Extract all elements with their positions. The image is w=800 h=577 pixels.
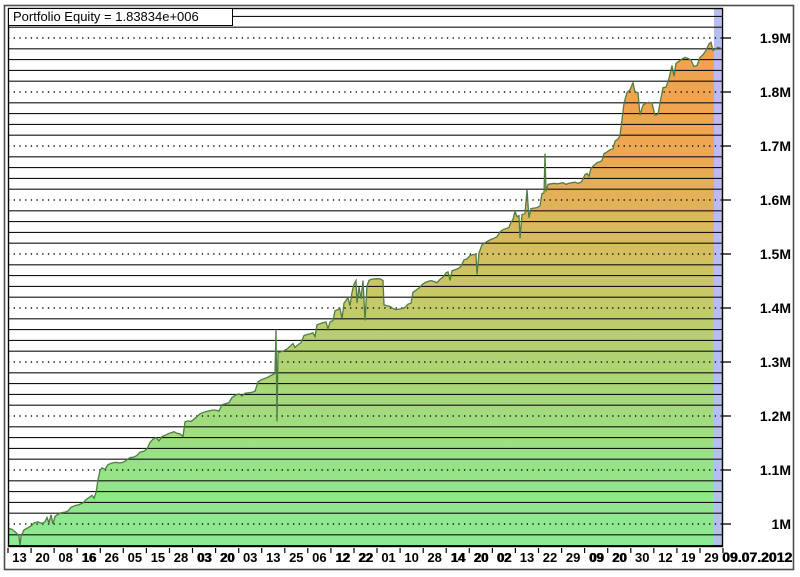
x-axis-label: 28 [427,550,442,565]
x-axis-label: 29 [565,550,581,565]
x-axis-label: 19 [681,550,696,565]
x-axis-label: 16 [81,550,96,565]
y-axis-label: 1.7M [759,138,791,154]
x-axis-label: 15 [150,550,166,565]
chart-title-text: Portfolio Equity = 1.83834e+006 [13,9,199,24]
y-axis-label: 1M [771,516,791,532]
y-axis-label: 1.4M [759,300,791,316]
x-axis-label: 06 [312,550,327,565]
x-axis-label: 03 [196,550,212,565]
x-axis-label: 13 [266,550,281,565]
x-axis-label: 05 [127,550,143,565]
y-axis-label: 1.1M [759,462,791,478]
x-axis-label: 12 [335,550,350,565]
x-axis-label: 22 [542,550,558,565]
equity-curve [8,41,723,546]
x-axis-label: 20 [473,550,489,565]
x-axis-label: 02 [496,550,512,565]
equity-area-fill [8,42,723,547]
x-axis-label: 13 [12,550,27,565]
x-axis-label: 09 [588,550,604,565]
x-axis-label: 22 [358,550,373,565]
chart-title-box: Portfolio Equity = 1.83834e+006 [8,8,233,26]
outer-frame [3,4,795,571]
x-axis-label: 12 [658,550,673,565]
y-axis-label: 1.5M [759,246,791,262]
y-axis-label: 1.3M [759,354,791,370]
x-axis-label: 20 [611,550,627,565]
x-axis-label: 26 [104,550,120,565]
x-axis-label: 29 [704,550,719,565]
x-axis-label: 01 [381,550,396,565]
x-axis-end-date-label: 09.07.2012 [721,549,793,565]
x-axis-label: 28 [173,550,189,565]
x-axis-label: 13 [519,550,535,565]
x-axis-label: 20 [219,550,235,565]
selected-bar-highlight[interactable] [714,8,722,547]
y-axis-label: 1.2M [759,408,791,424]
y-axis-label: 1.9M [759,30,791,46]
x-axis-label: 10 [404,550,419,565]
x-axis-label: 25 [289,550,304,565]
y-axis-label: 1.8M [759,84,791,100]
plot-frame [7,7,724,548]
x-axis-label: 20 [35,550,50,565]
x-axis-label: 03 [242,550,258,565]
x-axis-label: 30 [635,550,650,565]
x-axis-label: 14 [450,550,465,565]
x-axis-label: 08 [58,550,73,565]
y-axis-label: 1.6M [759,192,791,208]
